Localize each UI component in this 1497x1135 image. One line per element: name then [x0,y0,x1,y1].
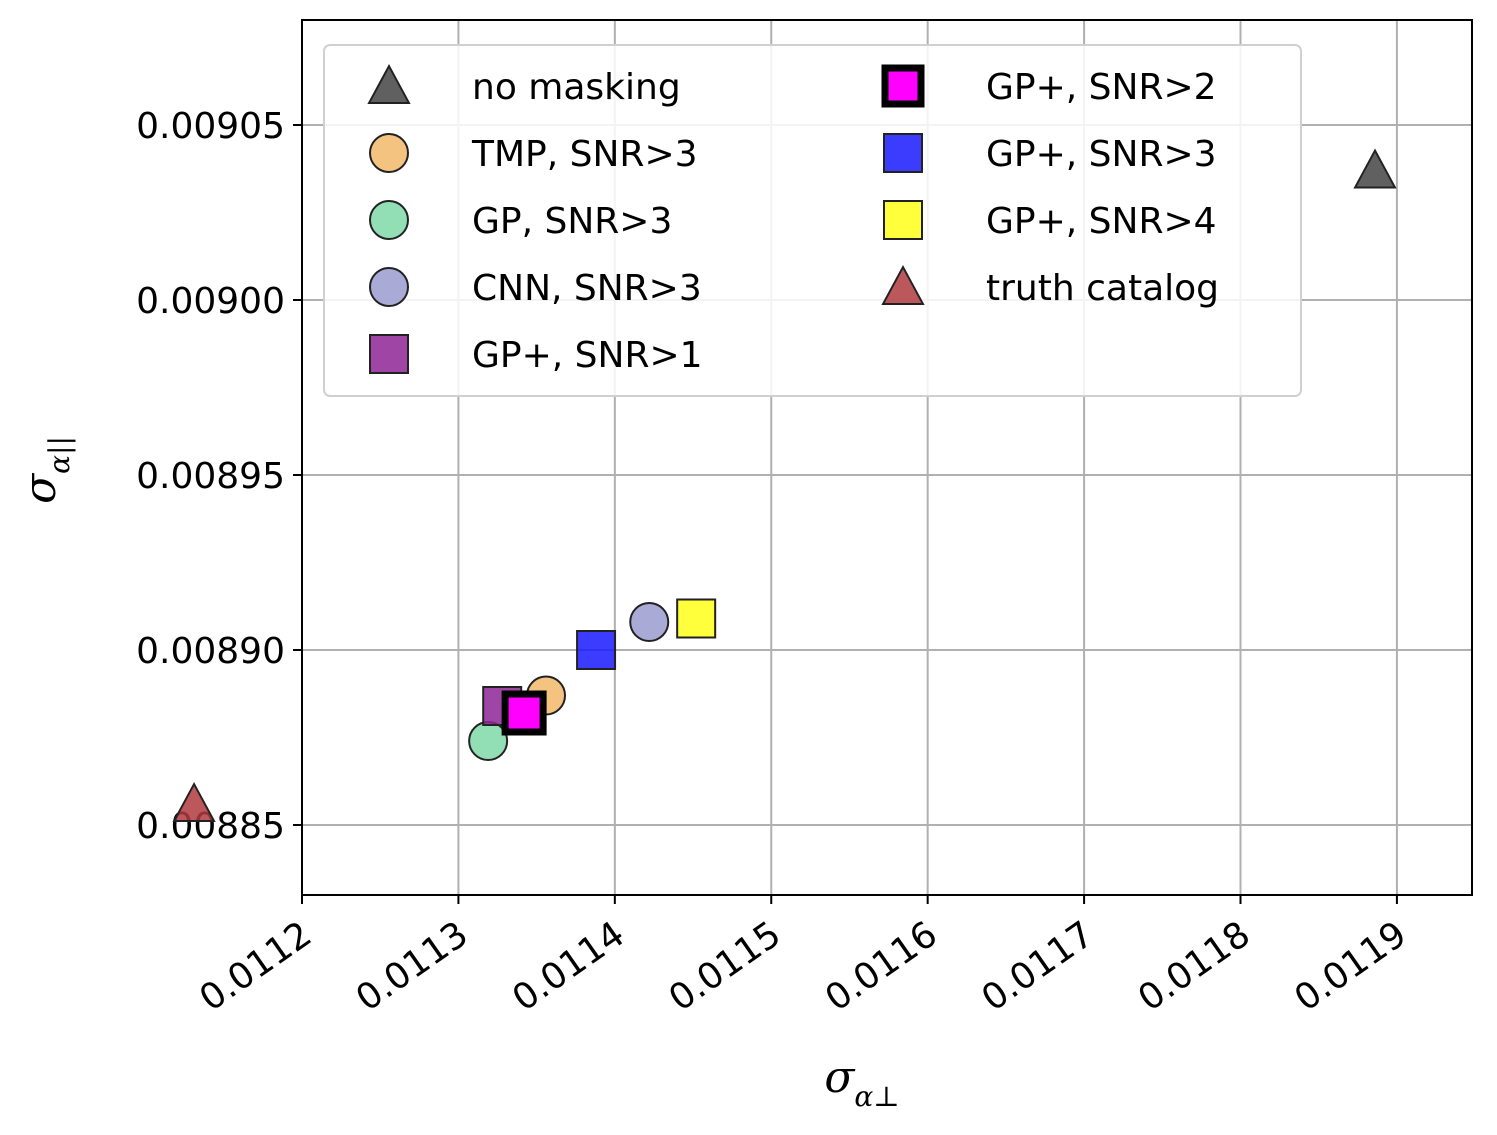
legend-label: GP, SNR>3 [472,201,672,242]
x-tick-label: 0.0119 [1287,914,1414,1020]
legend: no masking TMP, SNR>3 GP, SNR>3 CNN, SNR>3 G… [323,44,1302,397]
data-point-no-masking [1353,148,1397,189]
data-point-gp-snr-3 [576,630,617,670]
legend-marker-truth-catalog [881,264,925,305]
y-axis-title-subscript: α|| [43,436,76,474]
legend-marker-gp-snr-4 [883,200,923,240]
x-tick-label: 0.0113 [349,914,476,1020]
y-tick-label: 0.00900 [136,281,285,322]
y-axis-title: σα|| [15,436,76,504]
legend-entry-no-masking: no masking [367,63,681,108]
y-tick-label: 0.00895 [136,456,285,497]
x-tick-label: 0.0118 [1131,914,1258,1020]
legend-marker-cnn-snr-3 [369,267,409,307]
data-point-gp-snr-3 [468,721,509,761]
y-tick-label: 0.00885 [136,806,285,847]
legend-marker-gp-snr-3 [369,200,409,240]
legend-entry-gp-snr-3: GP, SNR>3 [369,200,672,242]
x-axis-title: σα⊥ [824,1052,899,1113]
x-axis-title-subscript: α⊥ [854,1080,899,1113]
legend-label: GP+, SNR>3 [986,134,1217,175]
legend-entry-gp-snr-3: GP+, SNR>3 [883,133,1217,175]
data-points [172,148,1397,822]
data-point-gp-snr-2 [501,690,547,736]
legend-label: no masking [472,67,681,108]
x-axis-ticks: 0.0112 0.0113 0.0114 0.0115 0.0116 0.0117 0.01… [192,895,1414,1020]
legend-marker-no-masking [367,63,411,104]
legend-entry-gp-snr-1: GP+, SNR>1 [369,334,703,376]
data-point-truth-catalog [172,781,216,822]
legend-marker-tmp-snr-3 [369,133,409,173]
y-tick-label: 0.00905 [136,106,285,147]
legend-label: TMP, SNR>3 [471,134,698,175]
legend-label: CNN, SNR>3 [472,268,702,309]
data-point-cnn-snr-3 [629,602,670,642]
legend-marker-gp-snr-2 [881,64,925,108]
x-tick-label: 0.0116 [818,914,945,1020]
data-point-gp-snr-4 [676,598,717,639]
legend-label: GP+, SNR>1 [472,335,703,376]
x-tick-label: 0.0114 [505,914,632,1020]
y-axis-ticks: 0.00885 0.00890 0.00895 0.00900 0.00905 [136,106,302,847]
legend-label: truth catalog [986,268,1219,309]
legend-label: GP+, SNR>2 [986,67,1217,108]
legend-entry-tmp-snr-3: TMP, SNR>3 [369,133,698,175]
legend-entry-cnn-snr-3: CNN, SNR>3 [369,267,702,309]
legend-entry-truth-catalog: truth catalog [881,264,1219,309]
legend-entry-gp-snr-2: GP+, SNR>2 [881,64,1217,108]
plot-area-frame [301,19,1473,896]
x-tick-label: 0.0117 [975,914,1102,1020]
y-tick-label: 0.00890 [136,631,285,672]
legend-box [323,44,1302,397]
legend-label: GP+, SNR>4 [986,201,1217,242]
x-tick-label: 0.0112 [192,914,319,1020]
x-tick-label: 0.0115 [662,914,789,1020]
legend-marker-gp-snr-1 [369,334,409,374]
legend-marker-gp-snr-3 [883,133,923,173]
legend-entry-gp-snr-4: GP+, SNR>4 [883,200,1217,242]
